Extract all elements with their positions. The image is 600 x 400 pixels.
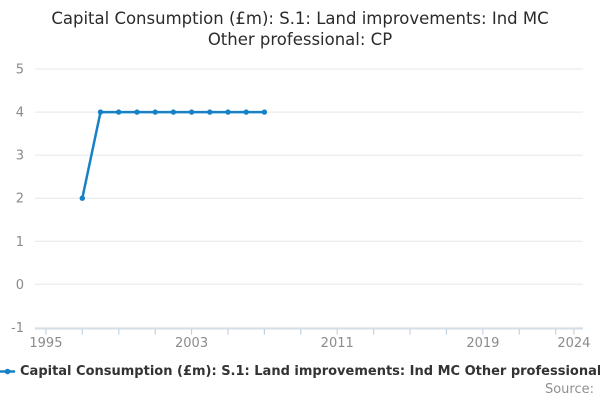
legend-item[interactable]: Capital Consumption (£m): S.1: Land impr… [0, 363, 600, 379]
legend-line-marker-icon [0, 368, 15, 374]
chart-title: Capital Consumption (£m): S.1: Land impr… [0, 8, 600, 50]
x-tick-label: 2011 [321, 336, 354, 351]
data-point-marker [243, 109, 249, 115]
legend-label: Capital Consumption (£m): S.1: Land impr… [20, 363, 600, 379]
chart-title-line1: Capital Consumption (£m): S.1: Land impr… [51, 9, 549, 28]
data-point-marker [207, 109, 213, 115]
data-point-marker [225, 109, 231, 115]
y-tick-label: 5 [16, 63, 24, 78]
data-point-marker [79, 195, 86, 201]
y-tick-label: 4 [16, 106, 24, 121]
y-tick-label: 0 [16, 278, 24, 293]
x-tick-label: 2024 [557, 336, 590, 351]
y-tick-label: 3 [16, 149, 24, 164]
data-point-marker [152, 109, 158, 115]
data-point-marker [170, 109, 177, 115]
data-point-marker [116, 109, 122, 115]
data-point-marker [188, 109, 195, 115]
y-tick-label: 2 [16, 192, 24, 207]
chart-title-line2: Other professional: CP [207, 30, 393, 49]
data-point-marker [97, 109, 104, 115]
x-tick-label: 2019 [466, 336, 499, 351]
data-point-marker [134, 109, 140, 115]
x-tick-label: 1995 [29, 336, 62, 351]
source-label: Source: [544, 382, 594, 397]
y-tick-label: 1 [16, 235, 24, 250]
data-point-marker [261, 109, 268, 115]
x-tick-label: 2003 [175, 336, 208, 351]
y-tick-label: -1 [11, 321, 24, 336]
